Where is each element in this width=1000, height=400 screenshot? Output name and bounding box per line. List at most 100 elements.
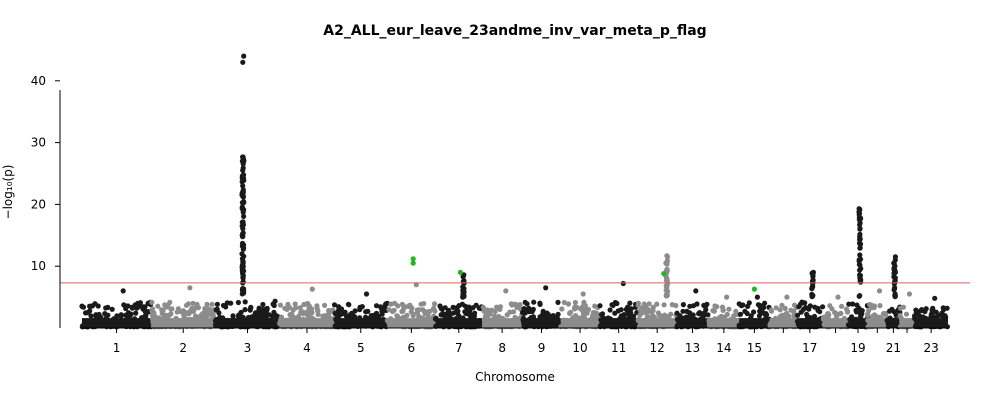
snp-point bbox=[850, 301, 856, 307]
snp-point bbox=[220, 302, 227, 309]
snp-point bbox=[242, 307, 248, 313]
snp-point bbox=[782, 305, 788, 311]
peak-point bbox=[461, 292, 467, 298]
peak-point bbox=[809, 293, 815, 299]
snp-point bbox=[618, 313, 625, 319]
snp-point bbox=[84, 310, 90, 316]
snp-point bbox=[868, 302, 874, 308]
snp-point bbox=[524, 301, 530, 307]
peak-point bbox=[240, 59, 246, 65]
snp-point bbox=[843, 306, 850, 312]
snp-point bbox=[200, 310, 206, 316]
peak-point bbox=[664, 258, 670, 264]
snp-point bbox=[628, 306, 634, 312]
snp-point bbox=[791, 308, 797, 314]
snp-point bbox=[304, 309, 311, 315]
snp-point bbox=[944, 305, 950, 311]
snp-point bbox=[887, 308, 893, 314]
snp-point bbox=[282, 305, 288, 311]
snp-density-band bbox=[769, 318, 797, 328]
peak-point bbox=[858, 266, 864, 272]
snp-point bbox=[922, 309, 928, 315]
snp-point bbox=[650, 308, 656, 314]
snp-point bbox=[537, 300, 543, 306]
snp-point bbox=[631, 313, 637, 319]
peak-point bbox=[809, 270, 815, 276]
snp-density-band bbox=[739, 318, 770, 328]
snp-point bbox=[379, 309, 385, 315]
snp-point bbox=[133, 310, 139, 316]
peak-point bbox=[620, 280, 626, 287]
snp-point bbox=[762, 300, 768, 306]
x-tick-label: 3 bbox=[244, 341, 252, 355]
peak-point bbox=[240, 287, 247, 293]
snp-density-band bbox=[867, 318, 887, 328]
snp-point bbox=[669, 302, 675, 308]
snp-point bbox=[751, 309, 757, 315]
snp-point bbox=[297, 305, 303, 311]
snp-point bbox=[893, 312, 899, 318]
snp-point bbox=[338, 306, 345, 312]
snp-point bbox=[392, 300, 398, 306]
snp-point bbox=[827, 303, 833, 309]
snp-point bbox=[815, 307, 821, 314]
snp-point bbox=[399, 308, 405, 315]
x-tick-label: 12 bbox=[650, 341, 665, 355]
snp-point bbox=[182, 310, 188, 316]
snp-point bbox=[142, 313, 148, 319]
snp-point bbox=[627, 300, 633, 306]
snp-point bbox=[663, 313, 670, 319]
snp-point bbox=[441, 313, 448, 319]
snp-point bbox=[406, 303, 412, 309]
snp-point bbox=[599, 311, 606, 317]
snp-point bbox=[526, 307, 532, 313]
peak-point bbox=[241, 53, 247, 59]
x-tick-label: 8 bbox=[498, 341, 506, 355]
snp-point bbox=[877, 303, 883, 309]
snp-point bbox=[298, 309, 304, 315]
points-layer bbox=[79, 53, 951, 330]
snp-point bbox=[137, 300, 143, 306]
snp-point bbox=[555, 299, 561, 305]
snp-point bbox=[121, 302, 127, 308]
snp-point bbox=[189, 305, 195, 311]
y-axis-label: −log₁₀(p) bbox=[1, 165, 15, 220]
snp-point bbox=[846, 301, 852, 307]
snp-point bbox=[915, 309, 921, 315]
snp-point bbox=[833, 311, 839, 317]
x-tick-label: 14 bbox=[716, 341, 731, 355]
peak-point bbox=[857, 245, 863, 251]
snp-point bbox=[89, 303, 96, 309]
snp-point bbox=[455, 308, 461, 314]
snp-point bbox=[264, 305, 270, 311]
peak-point bbox=[906, 291, 913, 297]
snp-point bbox=[422, 310, 428, 316]
snp-density-band bbox=[676, 318, 709, 328]
snp-point bbox=[690, 303, 697, 309]
snp-point bbox=[260, 301, 266, 308]
snp-point bbox=[711, 308, 718, 314]
snp-density-band bbox=[599, 318, 638, 328]
snp-point bbox=[680, 302, 687, 308]
snp-density-band bbox=[82, 318, 152, 328]
peak-point bbox=[892, 293, 899, 299]
snp-point bbox=[654, 301, 660, 307]
snp-point bbox=[456, 313, 462, 319]
snp-point bbox=[467, 307, 473, 313]
snp-point bbox=[572, 299, 579, 306]
snp-point bbox=[382, 305, 388, 311]
snp-point bbox=[637, 307, 644, 313]
snp-point bbox=[853, 309, 860, 315]
snp-point bbox=[357, 307, 363, 313]
snp-density-band bbox=[215, 318, 280, 328]
snp-point bbox=[363, 309, 369, 315]
peak-point bbox=[892, 285, 898, 291]
peak-point bbox=[664, 254, 671, 260]
peak-point bbox=[857, 240, 863, 246]
snp-point bbox=[301, 301, 307, 308]
peak-point bbox=[876, 288, 883, 294]
snp-point bbox=[88, 313, 94, 319]
peak-point bbox=[240, 233, 246, 239]
snp-point bbox=[309, 306, 315, 312]
x-tick-label: 4 bbox=[303, 341, 311, 355]
